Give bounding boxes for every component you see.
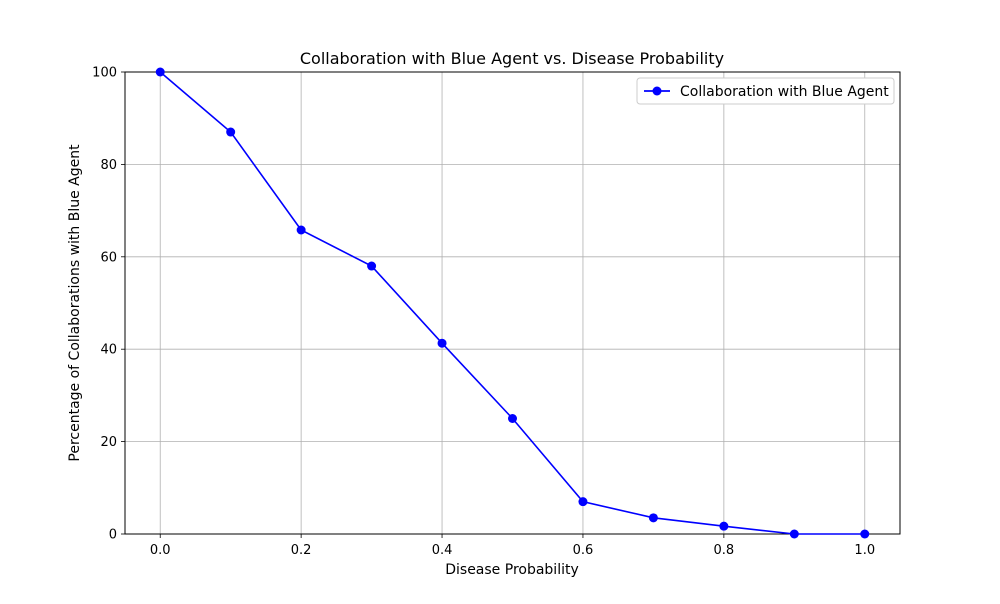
data-point [226,127,236,137]
x-tick-label: 1.0 [854,543,875,558]
legend-box [636,77,895,105]
y-tick-label: 0 [109,528,117,543]
y-tick-label: 20 [100,435,117,450]
y-tick-label: 60 [100,250,117,265]
y-tick-label: 80 [100,158,117,173]
data-point [789,529,799,539]
data-point [648,513,658,523]
data-point [155,67,165,77]
y-tick-label: 40 [100,343,117,358]
y-axis-label: Percentage of Collaborations with Blue A… [67,144,83,462]
data-point [719,521,729,531]
axes: 0.0 0.2 0.4 0.6 0.8 1.0 0 20 40 60 80 100 [92,66,875,559]
legend: Collaboration with Blue Agent [636,77,895,105]
legend-marker-swatch [652,86,662,96]
y-tick-label: 100 [92,66,117,81]
legend-label: Collaboration with Blue Agent [680,84,889,100]
data-point [578,497,588,507]
x-axis-label: Disease Probability [445,562,579,578]
series-layer [155,67,870,539]
data-point [296,225,306,235]
x-tick-label: 0.4 [432,543,453,558]
x-tick-label: 0.0 [150,543,171,558]
chart-title: Collaboration with Blue Agent vs. Diseas… [300,49,724,68]
x-tick-label: 0.6 [573,543,594,558]
data-point [367,261,377,271]
data-point [437,338,447,348]
plot-area-frame [124,71,901,535]
x-tick-label: 0.8 [714,543,735,558]
x-tick-label: 0.2 [291,543,312,558]
data-point [860,529,870,539]
data-point [508,414,517,423]
